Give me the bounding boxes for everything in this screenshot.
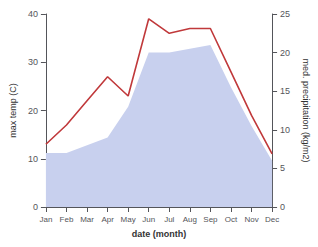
svg-text:10: 10 xyxy=(28,154,38,164)
svg-text:5: 5 xyxy=(280,163,285,173)
svg-text:Dec: Dec xyxy=(265,215,279,224)
svg-text:20: 20 xyxy=(28,106,38,116)
svg-text:May: May xyxy=(121,215,136,224)
svg-text:Jun: Jun xyxy=(142,215,155,224)
svg-text:15: 15 xyxy=(280,86,290,96)
svg-text:40: 40 xyxy=(28,9,38,19)
svg-text:Feb: Feb xyxy=(60,215,74,224)
svg-text:Aug: Aug xyxy=(183,215,197,224)
svg-text:25: 25 xyxy=(280,9,290,19)
svg-text:20: 20 xyxy=(280,48,290,58)
svg-text:Jan: Jan xyxy=(39,215,52,224)
svg-text:0: 0 xyxy=(280,202,285,212)
svg-text:10: 10 xyxy=(280,125,290,135)
svg-text:Sep: Sep xyxy=(203,215,218,224)
svg-text:date (month): date (month) xyxy=(132,229,187,239)
svg-text:Apr: Apr xyxy=(101,215,114,224)
svg-text:0: 0 xyxy=(33,202,38,212)
svg-text:med. precipitation (kg/m2): med. precipitation (kg/m2) xyxy=(301,58,311,162)
svg-text:Mar: Mar xyxy=(80,215,94,224)
svg-text:30: 30 xyxy=(28,57,38,67)
svg-text:Nov: Nov xyxy=(244,215,258,224)
svg-text:Jul: Jul xyxy=(164,215,174,224)
svg-text:Oct: Oct xyxy=(225,215,238,224)
svg-text:max temp (C): max temp (C) xyxy=(8,83,18,138)
